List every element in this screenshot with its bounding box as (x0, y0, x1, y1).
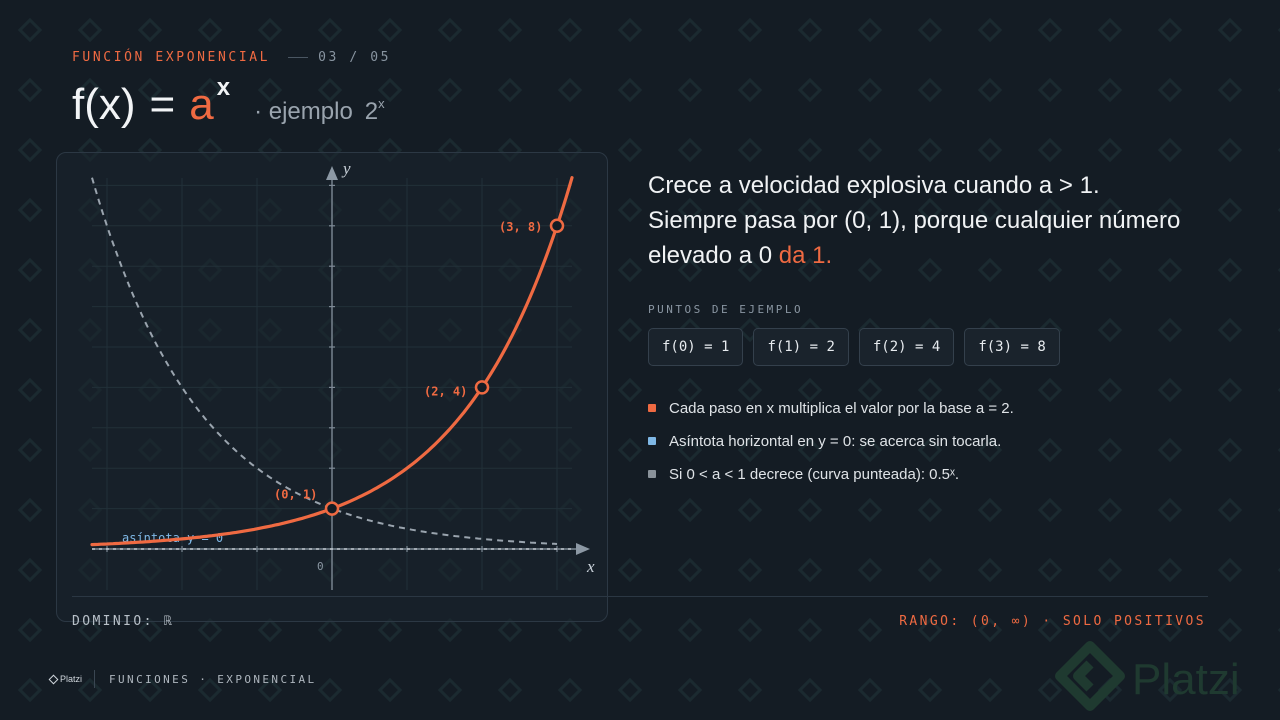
description-line-3: elevado a 0 da 1. (648, 238, 1228, 273)
section-kicker: FUNCIÓN EXPONENCIAL 03 / 05 (72, 50, 391, 65)
bullet-square-icon (648, 437, 656, 445)
points-label: PUNTOS DE EJEMPLO (648, 303, 804, 316)
logo-text: Platzi (60, 674, 83, 684)
range-label: RANGO: (0, ∞) · SOLO POSITIVOS (899, 614, 1206, 629)
chip-f2: f(2) = 4 (858, 328, 955, 366)
description-line-3-prefix: elevado a 0 (648, 242, 773, 269)
example-points-chips: f(0) = 1 f(1) = 2 f(2) = 4 f(3) = 8 (648, 328, 1060, 366)
chip-f1: f(1) = 2 (753, 328, 849, 366)
watermark-diamond-icon (1055, 641, 1125, 711)
domain-label: DOMINIO: ℝ (72, 614, 175, 629)
description: Crece a velocidad explosiva cuando a > 1… (648, 168, 1228, 273)
kicker-separator (288, 57, 309, 58)
example-base: 2 (364, 98, 379, 125)
formula-base: a (189, 80, 214, 129)
watermark-text: Platzi (1132, 655, 1240, 704)
example-prefix: · ejemplo (254, 98, 353, 125)
chip-f3: f(3) = 8 (964, 328, 1060, 366)
platzi-logo: Platzi (48, 674, 83, 684)
description-highlight: da 1. (778, 242, 833, 269)
description-line-2: Siempre pasa por (0, 1), porque cualquie… (648, 207, 1181, 234)
bullet-square-icon (648, 404, 656, 412)
section-name: FUNCIÓN EXPONENCIAL (72, 50, 271, 65)
bullet-list: Cada paso en x multiplica el valor por l… (648, 397, 1014, 496)
bullet-item-decreasing: Si 0 < a < 1 decrece (curva punteada): 0… (648, 463, 1014, 485)
bullet-item-asymptote: Asíntota horizontal en y = 0: se acerca … (648, 430, 1014, 452)
chart-card (56, 152, 608, 622)
formula-equals: = (149, 80, 176, 129)
page-title: f(x) = a x · ejemplo 2x (72, 74, 385, 130)
course-name: FUNCIONES · EXPONENCIAL (109, 672, 317, 686)
logo-diamond-icon (48, 674, 59, 684)
bullet-square-icon (648, 470, 656, 478)
footer-separator (94, 670, 96, 688)
chip-f0: f(0) = 1 (648, 328, 744, 366)
platzi-watermark: Platzi (1055, 641, 1240, 711)
bullet-text: Si 0 < a < 1 decrece (curva punteada): 0… (669, 465, 960, 483)
footer: Platzi FUNCIONES · EXPONENCIAL (48, 670, 317, 688)
description-line-1: Crece a velocidad explosiva cuando a > 1… (648, 172, 1100, 199)
bullet-text: Asíntota horizontal en y = 0: se acerca … (669, 432, 1002, 450)
formula-exponent: x (216, 74, 231, 101)
formula-example: · ejemplo 2x (254, 96, 385, 126)
bullet-text: Cada paso en x multiplica el valor por l… (669, 399, 1014, 417)
formula-lhs: f(x) (72, 80, 136, 129)
slide-counter: 03 / 05 (318, 50, 392, 65)
bullet-item-base: Cada paso en x multiplica el valor por l… (648, 397, 1014, 419)
example-exponent: x (378, 96, 385, 111)
divider (72, 596, 1208, 597)
